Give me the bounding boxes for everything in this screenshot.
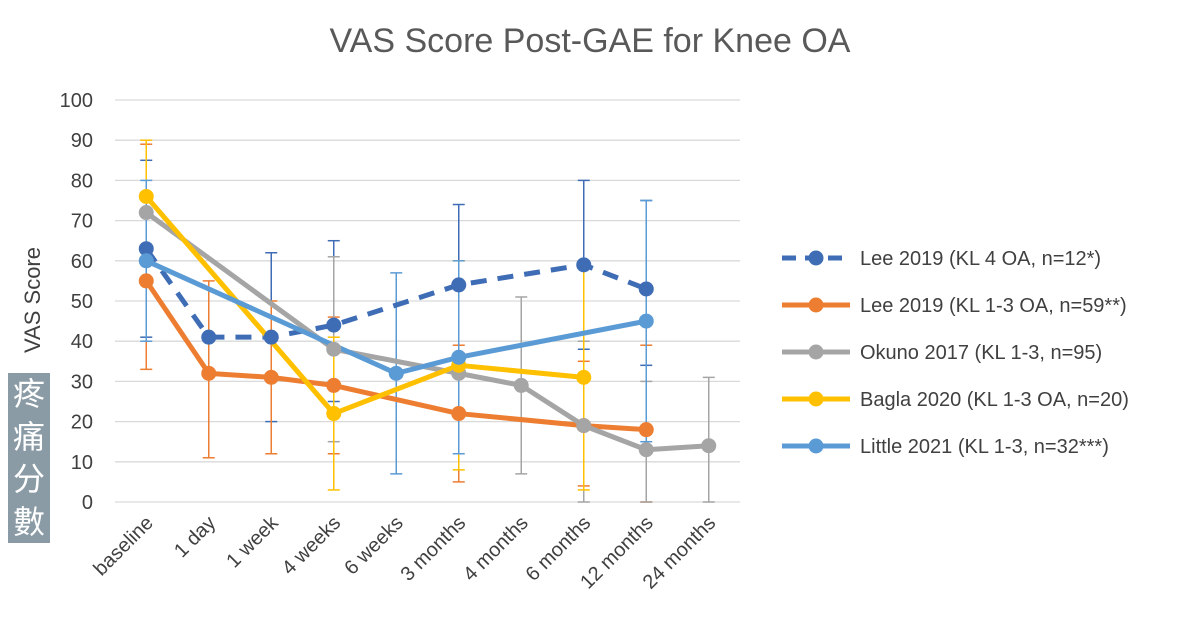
data-point bbox=[451, 406, 467, 422]
legend-label: Okuno 2017 (KL 1-3, n=95) bbox=[860, 342, 1102, 364]
x-tick-label: 4 weeks bbox=[278, 512, 345, 579]
data-point bbox=[638, 422, 654, 438]
x-tick-label: baseline bbox=[90, 512, 158, 580]
legend-marker bbox=[808, 438, 824, 454]
x-tick-label: 1 day bbox=[170, 512, 220, 562]
data-point bbox=[138, 188, 154, 204]
data-point bbox=[138, 205, 154, 221]
side-label-char: 數 bbox=[12, 502, 45, 541]
y-tick-label: 60 bbox=[71, 251, 93, 273]
legend-label: Lee 2019 (KL 1-3 OA, n=59**) bbox=[860, 295, 1127, 317]
data-point bbox=[638, 442, 654, 458]
data-point bbox=[326, 406, 342, 422]
data-point bbox=[201, 329, 217, 345]
y-tick-label: 0 bbox=[82, 492, 93, 514]
y-tick-label: 50 bbox=[71, 291, 93, 313]
y-tick-label: 70 bbox=[71, 211, 93, 233]
legend-entry: Bagla 2020 (KL 1-3 OA, n=20) bbox=[782, 389, 1129, 411]
data-point bbox=[638, 281, 654, 297]
data-point bbox=[576, 257, 592, 273]
data-point bbox=[326, 341, 342, 357]
data-point bbox=[513, 377, 529, 393]
legend-label: Lee 2019 (KL 4 OA, n=12*) bbox=[860, 248, 1101, 270]
legend-entry: Lee 2019 (KL 1-3 OA, n=59**) bbox=[782, 295, 1127, 317]
y-tick-label: 30 bbox=[71, 371, 93, 393]
data-point bbox=[576, 369, 592, 385]
y-tick-label: 100 bbox=[60, 90, 93, 112]
legend-entry: Lee 2019 (KL 4 OA, n=12*) bbox=[782, 248, 1101, 270]
y-tick-label: 80 bbox=[71, 170, 93, 192]
y-tick-label: 40 bbox=[71, 331, 93, 353]
data-point bbox=[138, 273, 154, 289]
data-point bbox=[263, 369, 279, 385]
data-point bbox=[576, 418, 592, 434]
data-point bbox=[326, 377, 342, 393]
legend-marker bbox=[808, 250, 824, 266]
series-line bbox=[143, 210, 712, 453]
chart-title: VAS Score Post-GAE for Knee OA bbox=[330, 22, 851, 60]
side-label-box: 疼 痛 分 數 bbox=[8, 373, 50, 543]
series-line bbox=[143, 258, 649, 376]
data-point bbox=[451, 277, 467, 293]
data-point bbox=[138, 253, 154, 269]
legend-entry: Okuno 2017 (KL 1-3, n=95) bbox=[782, 342, 1102, 364]
y-tick-label: 90 bbox=[71, 130, 93, 152]
data-point bbox=[326, 317, 342, 333]
y-tick-label: 20 bbox=[71, 412, 93, 434]
legend-entry: Little 2021 (KL 1-3, n=32***) bbox=[782, 436, 1109, 458]
legend-label: Little 2021 (KL 1-3, n=32***) bbox=[860, 436, 1109, 458]
x-tick-label: 3 months bbox=[397, 512, 471, 586]
legend-label: Bagla 2020 (KL 1-3 OA, n=20) bbox=[860, 389, 1129, 411]
legend-marker bbox=[808, 344, 824, 360]
y-tick-label: 10 bbox=[71, 452, 93, 474]
x-tick-label: 4 months bbox=[459, 512, 533, 586]
data-point bbox=[138, 241, 154, 257]
side-label-char: 痛 bbox=[12, 417, 45, 456]
data-point bbox=[638, 313, 654, 329]
data-point bbox=[701, 438, 717, 454]
data-point bbox=[451, 349, 467, 365]
legend-marker bbox=[808, 391, 824, 407]
side-label-char: 分 bbox=[12, 460, 45, 499]
x-tick-label: 1 week bbox=[222, 511, 283, 572]
side-label-char: 疼 bbox=[12, 375, 45, 414]
legend: Lee 2019 (KL 4 OA, n=12*) Lee 2019 (KL 1-… bbox=[782, 248, 1129, 458]
data-point bbox=[388, 365, 404, 381]
legend-marker bbox=[808, 297, 824, 313]
data-point bbox=[201, 365, 217, 381]
y-axis-label: VAS Score bbox=[20, 247, 45, 353]
data-point bbox=[263, 329, 279, 345]
